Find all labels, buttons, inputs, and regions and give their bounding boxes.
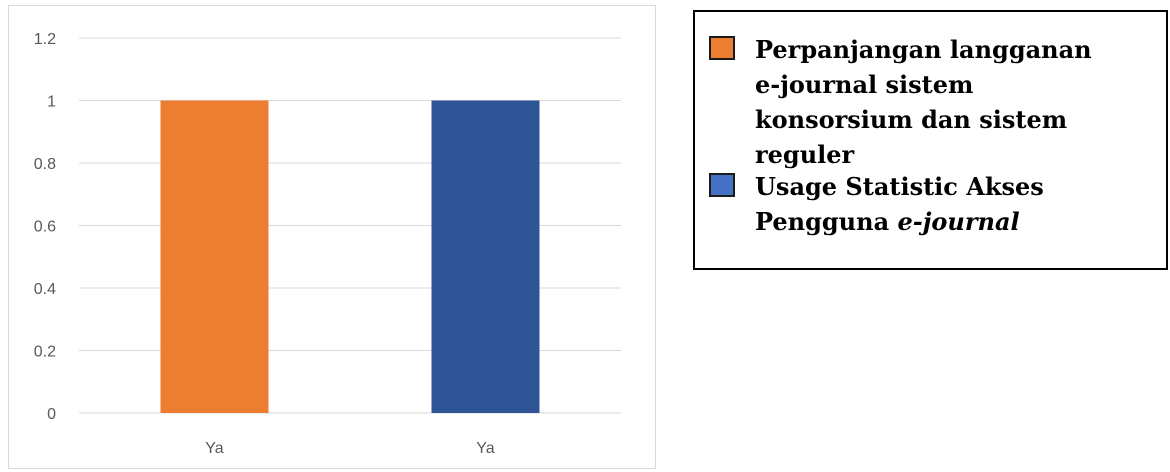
legend-swatch-orange: [709, 36, 735, 60]
bar-chart: 0 0.2 0.4 0.6 0.8 1 1.2 Ya Ya: [9, 6, 657, 470]
bar-1: [161, 101, 269, 414]
legend-label-perpanjangan: Perpanjangan langganan e-journal sistem …: [755, 32, 1095, 172]
legend-label-usage-statistic: Usage Statistic Akses Pengguna e-journal: [755, 169, 1095, 239]
legend-swatch-blue: [709, 173, 735, 197]
legend-item-usage-statistic: Usage Statistic Akses Pengguna e-journal: [709, 169, 1095, 239]
legend: Perpanjangan langganan e-journal sistem …: [693, 10, 1168, 270]
x-category-label: Ya: [205, 440, 223, 457]
y-tick-label: 0.6: [34, 219, 56, 236]
y-tick-label: 0.4: [34, 281, 56, 298]
bar-2: [432, 101, 540, 414]
y-tick-label: 0: [47, 406, 56, 423]
y-tick-label: 0.2: [34, 344, 56, 361]
legend-label-usage-italic: e-journal: [898, 207, 1020, 236]
y-tick-label: 1: [47, 94, 56, 111]
y-tick-label: 0.8: [34, 156, 56, 173]
x-category-label: Ya: [476, 440, 494, 457]
legend-item-perpanjangan: Perpanjangan langganan e-journal sistem …: [709, 32, 1095, 172]
y-tick-label: 1.2: [34, 31, 56, 48]
chart-frame: 0 0.2 0.4 0.6 0.8 1 1.2 Ya Ya: [8, 5, 656, 469]
